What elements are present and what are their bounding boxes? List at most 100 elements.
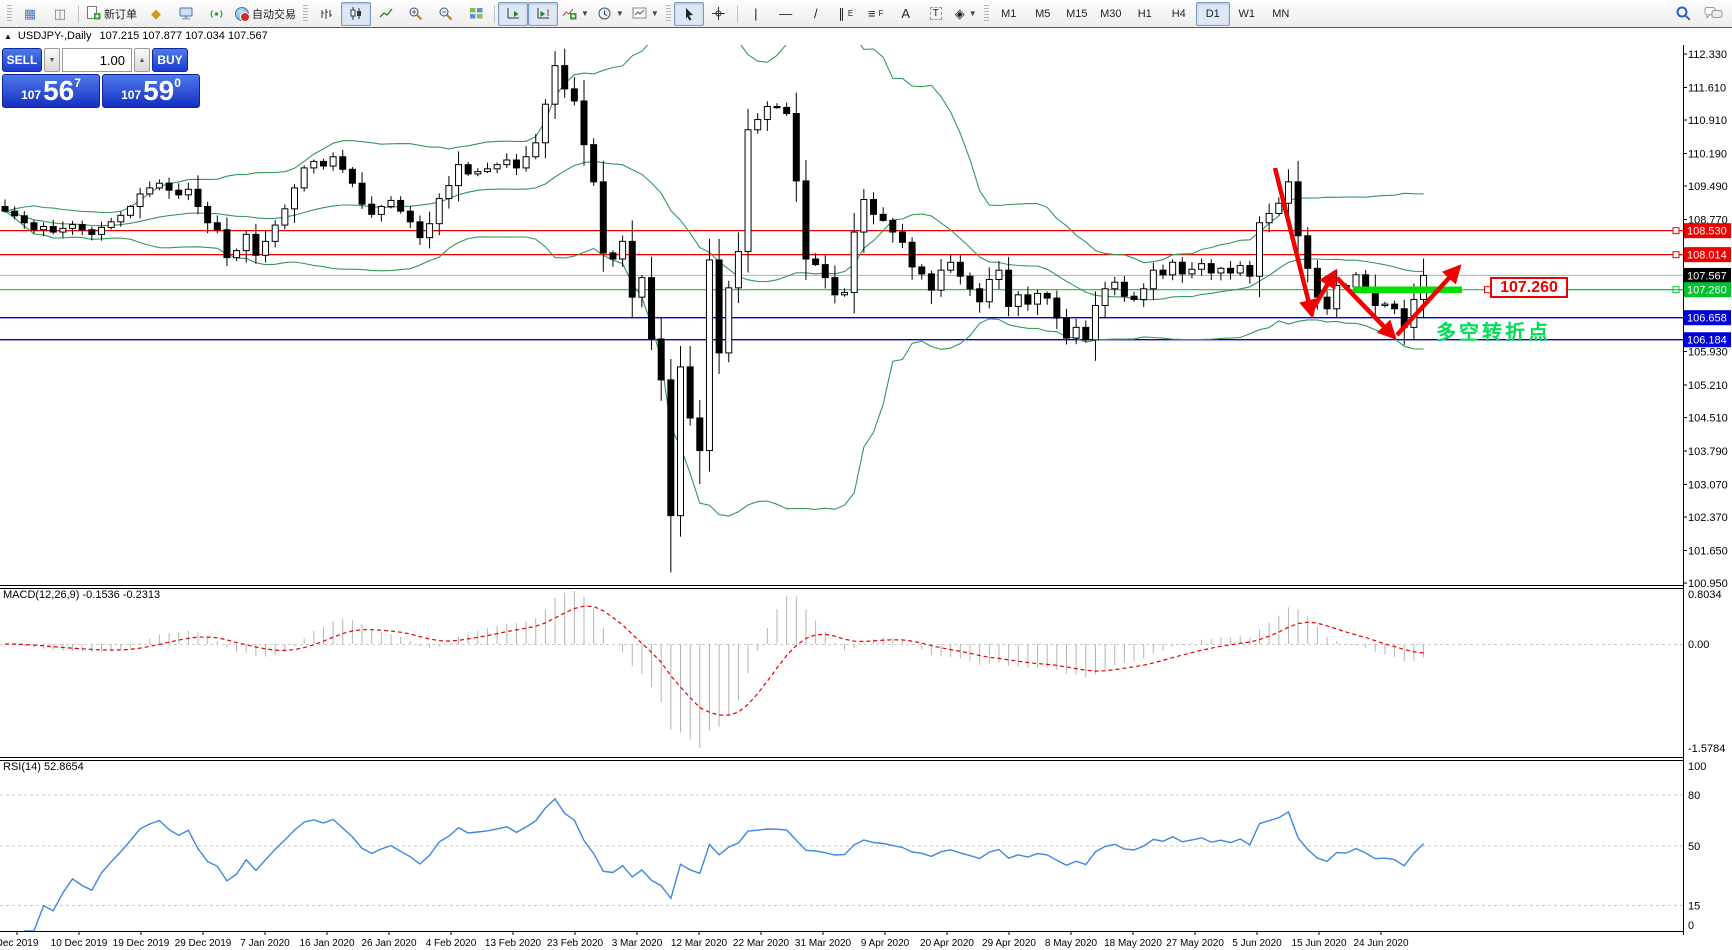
fibonacci-button[interactable]: ≡ F — [861, 2, 891, 26]
svg-text:100.950: 100.950 — [1688, 578, 1728, 590]
timeframe-w1[interactable]: W1 — [1238, 7, 1256, 20]
trendline-button[interactable]: / — [801, 2, 831, 26]
svg-text:103.790: 103.790 — [1688, 446, 1728, 458]
new-order-label: 新订单 — [104, 8, 137, 21]
macd-panel — [4, 591, 1425, 749]
svg-text:19 Dec 2019: 19 Dec 2019 — [113, 938, 170, 949]
zoom-out-icon — [439, 7, 453, 21]
periods-button[interactable]: ▼ — [593, 2, 628, 26]
svg-text:22 Mar 2020: 22 Mar 2020 — [733, 938, 790, 949]
sell-button[interactable]: SELL — [2, 48, 42, 72]
channel-button[interactable]: ∥ E — [831, 2, 861, 26]
chat-button[interactable] — [1698, 2, 1728, 26]
buy-price-point: 0 — [174, 76, 181, 90]
toolbar-grip[interactable] — [7, 4, 12, 23]
text-button[interactable]: A — [891, 2, 921, 26]
vertical-line-icon: | — [754, 6, 758, 21]
fibonacci-label: F — [878, 9, 884, 18]
price-axis[interactable]: 112.330111.610110.910110.190109.490108.7… — [1683, 49, 1731, 932]
svg-text:109.490: 109.490 — [1688, 181, 1728, 193]
new-chart-window-button[interactable]: ▦ — [15, 2, 45, 26]
svg-text:0.8034: 0.8034 — [1688, 589, 1722, 601]
toolbar-grip[interactable] — [303, 4, 308, 23]
timeframe-d1[interactable]: D1 — [1195, 1, 1230, 26]
svg-text:13 Feb 2020: 13 Feb 2020 — [485, 938, 542, 949]
line-handle — [1672, 227, 1680, 235]
candlestick-chart-icon — [350, 7, 361, 20]
sell-price-tile[interactable]: 107 56 7 — [2, 74, 100, 108]
crosshair-button[interactable] — [704, 2, 734, 26]
text-label-icon: T — [929, 7, 942, 20]
arrows-button[interactable]: ◈ ▼ — [951, 2, 981, 26]
dropdown-arrow-icon: ▼ — [968, 9, 977, 18]
timeframe-m15[interactable]: M15 — [1066, 7, 1088, 20]
vertical-line-button[interactable]: | — [741, 2, 771, 26]
svg-text:0: 0 — [1688, 920, 1694, 932]
channel-icon: ∥ — [838, 6, 845, 21]
indicators-button[interactable]: ▼ — [558, 2, 593, 26]
svg-text:4 Feb 2020: 4 Feb 2020 — [426, 938, 477, 949]
one-click-trading-panel: SELL ▼ ▲ BUY 107 56 7 107 59 0 — [2, 48, 200, 108]
svg-text:20 Apr 2020: 20 Apr 2020 — [920, 938, 974, 949]
text-label-button[interactable]: T — [921, 2, 951, 26]
templates-button[interactable]: ▼ — [628, 2, 663, 26]
chart-frame — [0, 26, 1684, 935]
timeframe-m1[interactable]: M1 — [1001, 7, 1017, 20]
dropdown-arrow-icon: ▼ — [581, 9, 589, 18]
svg-text:50: 50 — [1688, 841, 1700, 853]
symbol-ohlc: 107.215 107.877 107.034 107.567 — [99, 30, 268, 42]
indicators-icon — [562, 8, 577, 20]
trend-arrow — [1272, 167, 1318, 319]
trendline-icon: / — [813, 6, 818, 21]
date-axis[interactable]: Dec 2019 10 Dec 2019 19 Dec 2019 29 Dec 201… — [0, 931, 1409, 949]
timeframe-m5[interactable]: M5 — [1035, 7, 1051, 20]
timeframe-h1[interactable]: H1 — [1137, 7, 1152, 20]
dropdown-arrow-icon: ▼ — [615, 9, 624, 18]
volume-up-button[interactable]: ▲ — [134, 48, 150, 72]
drawing-annotations[interactable] — [1272, 167, 1683, 340]
toolbar-grip[interactable] — [983, 4, 989, 23]
zoom-out-button[interactable] — [431, 2, 461, 26]
svg-text:104.510: 104.510 — [1688, 413, 1728, 425]
price-annotation-box[interactable]: 107.260 — [1490, 277, 1568, 298]
timeframe-mn[interactable]: MN — [1272, 7, 1290, 20]
search-button[interactable] — [1668, 2, 1698, 26]
toolbar-grip[interactable] — [665, 4, 671, 23]
auto-scroll-button[interactable] — [498, 1, 528, 26]
market-button[interactable]: ◆ — [141, 2, 171, 26]
chat-icon — [1704, 7, 1722, 19]
tile-windows-button[interactable] — [461, 2, 491, 26]
line-chart-button[interactable] — [371, 2, 401, 26]
auto-scroll-icon — [507, 8, 519, 19]
buy-price-figure: 107 — [121, 87, 142, 102]
terminal-button[interactable] — [171, 2, 201, 26]
candlestick-chart-button[interactable] — [341, 1, 371, 26]
svg-text:100: 100 — [1688, 761, 1706, 773]
zoom-in-button[interactable] — [401, 2, 431, 26]
timeframe-m30[interactable]: M30 — [1100, 7, 1122, 20]
pivot-annotation-text[interactable]: 多空转折点 — [1436, 322, 1551, 344]
buy-button[interactable]: BUY — [152, 48, 188, 72]
sell-price-figure: 107 — [21, 87, 42, 102]
volume-down-button[interactable]: ▼ — [44, 48, 60, 72]
chart-shift-button[interactable] — [528, 1, 558, 26]
cursor-button[interactable] — [673, 1, 704, 26]
horizontal-line-icon: ― — [779, 6, 793, 21]
buy-price-tile[interactable]: 107 59 0 — [102, 74, 200, 108]
volume-input[interactable] — [62, 48, 132, 72]
bar-chart-button[interactable] — [311, 2, 341, 26]
svg-text:9 Apr 2020: 9 Apr 2020 — [861, 938, 910, 949]
horizontal-line-button[interactable]: ― — [771, 2, 801, 26]
symbol-info-bar: ▲ USDJPY-,Daily 107.215 107.877 107.034 … — [0, 28, 1732, 45]
terminal-icon — [179, 7, 192, 20]
autotrade-button[interactable]: 自动交易 — [231, 2, 300, 26]
profile-button[interactable]: ◫ — [45, 2, 75, 26]
timeframe-h4[interactable]: H4 — [1171, 7, 1186, 20]
new-order-button[interactable]: 新订单 — [82, 2, 141, 26]
svg-text:0.00: 0.00 — [1688, 639, 1709, 651]
svg-text:5 Jun 2020: 5 Jun 2020 — [1232, 938, 1282, 949]
signals-button[interactable] — [201, 2, 231, 26]
svg-text:-1.5784: -1.5784 — [1688, 743, 1725, 755]
